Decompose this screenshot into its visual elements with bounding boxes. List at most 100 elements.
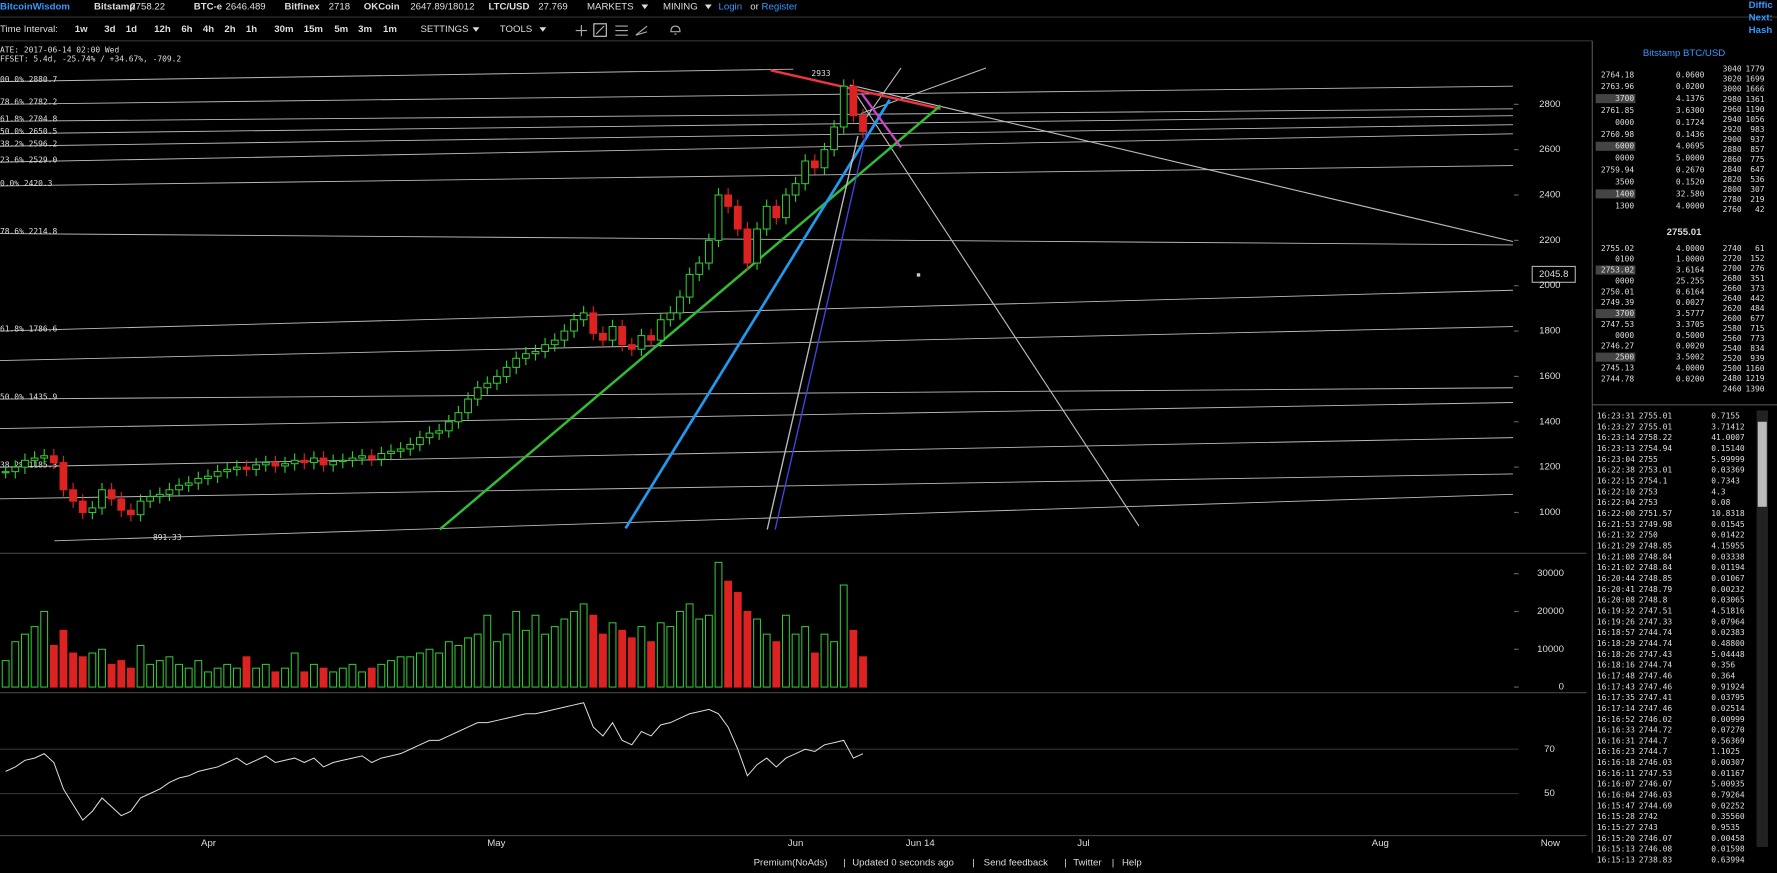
cut-link[interactable]: Hash: [1749, 25, 1773, 36]
ticker-name[interactable]: LTC/USD: [488, 1, 529, 12]
menu[interactable]: MARKETS: [587, 1, 634, 12]
x-label: Jul: [1077, 838, 1089, 849]
candle-body: [435, 430, 444, 434]
tool-icons[interactable]: [575, 23, 681, 37]
cut-link[interactable]: Next:: [1749, 13, 1773, 24]
login[interactable]: Login: [719, 1, 743, 12]
depth-price: 2780: [1723, 195, 1742, 204]
trade-time: 16:19:32: [1597, 606, 1635, 615]
trade-amount: 0.01067: [1711, 574, 1745, 583]
interval[interactable]: 12h: [154, 24, 171, 35]
trade-amount: 0.01194: [1711, 563, 1745, 572]
volume-bar: [753, 618, 761, 688]
ticker-name[interactable]: Bitfinex: [284, 1, 320, 12]
depth-volume: 61: [1755, 244, 1765, 253]
trade-price: 2742: [1639, 812, 1658, 821]
candle-body: [810, 160, 819, 169]
interval[interactable]: 3m: [358, 24, 372, 35]
register[interactable]: Register: [762, 1, 799, 12]
volume-bar: [608, 622, 617, 688]
depth-volume: 857: [1750, 145, 1765, 154]
footer-link[interactable]: Send feedback: [984, 857, 1048, 868]
crosshair-icon[interactable]: [575, 24, 588, 37]
trade-amount: 0.01545: [1711, 520, 1745, 529]
ticker-name[interactable]: OKCoin: [364, 1, 400, 12]
trade-price: 2748.79: [1639, 585, 1673, 594]
ticker-name[interactable]: BTC-e: [194, 1, 223, 12]
trade-amount: 0.07964: [1711, 617, 1745, 626]
fib-label: 61.8% 1786.6: [0, 324, 57, 333]
trade-time: 16:22:04: [1597, 498, 1635, 507]
depth-price: 2560: [1723, 334, 1742, 343]
footer-link[interactable]: Premium(NoAds): [754, 857, 828, 868]
interval[interactable]: 30m: [274, 24, 293, 35]
interval[interactable]: 15m: [304, 24, 323, 35]
brand[interactable]: BitcoinWisdom: [0, 1, 70, 12]
x-label: Aug: [1372, 838, 1389, 849]
volume-bar: [242, 656, 251, 688]
interval[interactable]: 1m: [383, 24, 397, 35]
book-price: 3700: [1615, 94, 1634, 103]
depth-volume: 1390: [1745, 384, 1764, 393]
book-price: 1400: [1615, 189, 1634, 198]
interval[interactable]: 1h: [246, 24, 257, 35]
candle-body: [839, 85, 848, 128]
candle-body: [512, 357, 521, 368]
interval[interactable]: 4h: [203, 24, 214, 35]
volume-bar: [733, 592, 742, 688]
trade-amount: 0.03795: [1711, 693, 1745, 702]
volume-bar: [743, 610, 752, 688]
menu[interactable]: MINING: [663, 1, 698, 12]
book-amount: 4.0000: [1676, 244, 1705, 253]
line-tool-icon[interactable]: [593, 23, 607, 37]
trade-time: 16:16:23: [1597, 747, 1635, 756]
volume-bar: [454, 644, 463, 688]
trade-time: 16:22:15: [1597, 477, 1635, 486]
footer-link[interactable]: Twitter: [1073, 857, 1102, 868]
trade-price: 2747.46: [1639, 682, 1673, 691]
footer-link: Updated 0 seconds ago: [852, 857, 954, 868]
trade-time: 16:16:52: [1597, 715, 1635, 724]
volume-bar: [358, 671, 366, 688]
trade-amount: 0.02252: [1711, 801, 1745, 810]
trade-time: 16:22:38: [1597, 466, 1635, 475]
interval[interactable]: 5m: [334, 24, 348, 35]
fib-icon[interactable]: [615, 25, 628, 36]
trade-amount: 0.91924: [1711, 682, 1745, 691]
footer-link[interactable]: Help: [1122, 857, 1142, 868]
candle-body: [78, 500, 87, 513]
depth-volume: 1361: [1745, 95, 1764, 104]
cut-link[interactable]: Diffic: [1749, 0, 1774, 11]
trade-amount: 0.35560: [1711, 812, 1745, 821]
trend-line: [849, 84, 1140, 527]
interval[interactable]: 6h: [181, 24, 192, 35]
book-price: 2745.13: [1601, 364, 1635, 373]
candle-body: [348, 457, 357, 461]
scrollbar[interactable]: [1756, 410, 1768, 847]
candle-body: [666, 312, 675, 321]
trade-time: 16:21:02: [1597, 563, 1635, 572]
volume-bar: [444, 641, 453, 688]
scrollbar-thumb[interactable]: [1757, 421, 1767, 507]
separator: |: [1064, 857, 1067, 868]
tool-menu[interactable]: SETTINGS: [420, 24, 468, 35]
interval[interactable]: 1d: [126, 24, 137, 35]
volume-bar: [560, 618, 569, 688]
volume-bar: [666, 626, 675, 688]
ticker-name[interactable]: Bitstamp: [94, 1, 135, 12]
alert-icon[interactable]: [670, 25, 681, 35]
trade-time: 16:18:26: [1597, 650, 1635, 659]
trade-time: 16:17:43: [1597, 682, 1635, 691]
tool-menu[interactable]: TOOLS: [500, 24, 532, 35]
interval[interactable]: 3d: [104, 24, 115, 35]
depth-price: 2460: [1723, 384, 1742, 393]
volume-bar: [88, 652, 97, 688]
volume-bar: [685, 603, 694, 688]
fib-line: [0, 402, 1513, 430]
interval[interactable]: 1w: [75, 24, 88, 35]
interval[interactable]: 2h: [224, 24, 235, 35]
fib-line: [0, 289, 1513, 332]
fan-icon[interactable]: [635, 25, 648, 36]
book-amount: 25.255: [1676, 276, 1705, 285]
volume-bar: [801, 626, 810, 688]
